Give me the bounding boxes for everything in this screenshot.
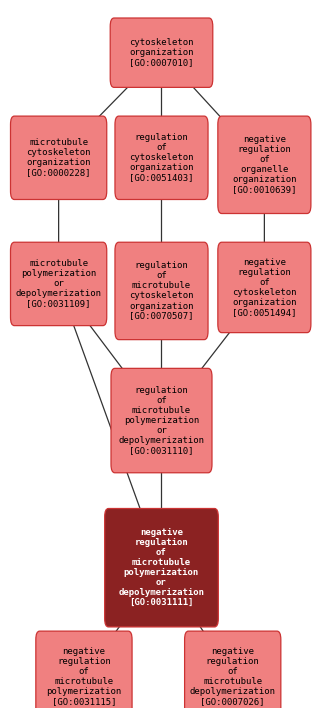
Text: microtubule
cytoskeleton
organization
[GO:0000228]: microtubule cytoskeleton organization [G…: [26, 138, 91, 177]
Text: regulation
of
microtubule
polymerization
or
depolymerization
[GO:0031110]: regulation of microtubule polymerization…: [119, 386, 204, 455]
FancyBboxPatch shape: [185, 631, 281, 715]
Text: microtubule
polymerization
or
depolymerization
[GO:0031109]: microtubule polymerization or depolymeri…: [16, 260, 102, 309]
FancyBboxPatch shape: [218, 242, 311, 332]
Text: negative
regulation
of
microtubule
polymerization
or
depolymerization
[GO:003111: negative regulation of microtubule polym…: [119, 528, 204, 607]
Text: cytoskeleton
organization
[GO:0007010]: cytoskeleton organization [GO:0007010]: [129, 38, 194, 67]
FancyBboxPatch shape: [11, 242, 107, 325]
Text: regulation
of
cytoskeleton
organization
[GO:0051403]: regulation of cytoskeleton organization …: [129, 133, 194, 182]
Text: negative
regulation
of
cytoskeleton
organization
[GO:0051494]: negative regulation of cytoskeleton orga…: [232, 258, 297, 317]
FancyBboxPatch shape: [218, 116, 311, 214]
FancyBboxPatch shape: [110, 18, 213, 87]
FancyBboxPatch shape: [36, 631, 132, 715]
FancyBboxPatch shape: [105, 508, 218, 627]
Text: regulation
of
microtubule
cytoskeleton
organization
[GO:0070507]: regulation of microtubule cytoskeleton o…: [129, 261, 194, 320]
Text: negative
regulation
of
microtubule
depolymerization
[GO:0007026]: negative regulation of microtubule depol…: [190, 646, 276, 706]
Text: negative
regulation
of
organelle
organization
[GO:0010639]: negative regulation of organelle organiz…: [232, 135, 297, 194]
FancyBboxPatch shape: [115, 242, 208, 340]
Text: negative
regulation
of
microtubule
polymerization
[GO:0031115]: negative regulation of microtubule polym…: [46, 646, 121, 706]
FancyBboxPatch shape: [111, 368, 212, 473]
FancyBboxPatch shape: [11, 116, 107, 199]
FancyBboxPatch shape: [115, 116, 208, 199]
